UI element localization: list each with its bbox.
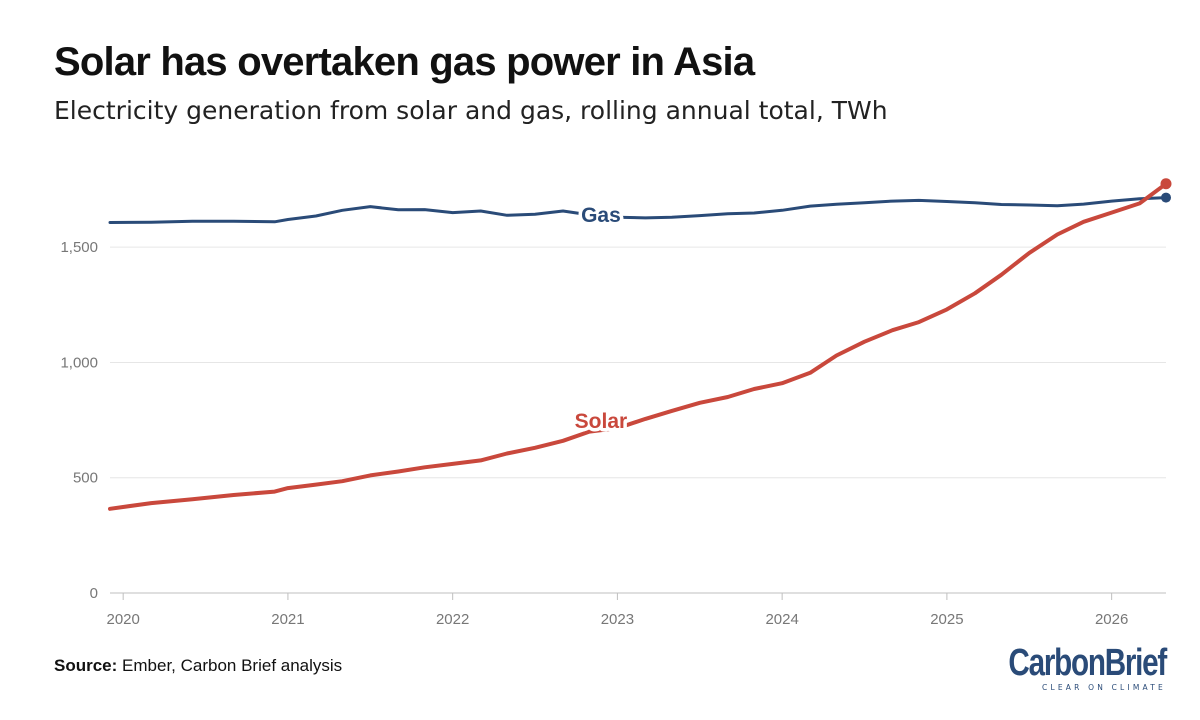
gas-end-point — [1161, 192, 1171, 203]
y-tick-label: 500 — [73, 470, 98, 487]
x-tick-label: 2022 — [436, 611, 469, 628]
logo-tagline: CLEAR ON CLIMATE — [1042, 683, 1166, 692]
y-axis-ticks: 0 500 1,000 1,500 — [60, 239, 98, 602]
x-tick-label: 2021 — [271, 611, 304, 628]
y-tick-label: 0 — [90, 585, 98, 602]
series-lines — [108, 178, 1172, 511]
x-tick-label: 2023 — [601, 611, 634, 628]
grid-lines — [110, 246, 1166, 594]
chart-title: Solar has overtaken gas power in Asia — [54, 40, 755, 84]
source-label: Source: — [54, 656, 118, 675]
solar-line — [108, 181, 1168, 511]
logo-wordmark: CarbonBrief — [1008, 642, 1167, 684]
y-tick-label: 1,000 — [60, 354, 98, 371]
solar-end-point — [1160, 178, 1172, 190]
x-tick-label: 2020 — [106, 611, 139, 628]
y-tick-label: 1,500 — [60, 239, 98, 256]
x-axis-ticks: 2020 2021 2022 2023 2024 2025 2026 — [106, 593, 1128, 628]
x-tick-label: 2026 — [1095, 611, 1128, 628]
x-tick-label: 2024 — [765, 611, 798, 628]
source-text: Ember, Carbon Brief analysis — [122, 656, 343, 675]
series-labels: Gas Solar — [571, 200, 631, 436]
gas-label: Gas — [581, 204, 621, 227]
gas-line — [108, 196, 1168, 224]
carbon-brief-logo: CarbonBrief CLEAR ON CLIMATE — [964, 642, 1167, 692]
x-tick-label: 2025 — [930, 611, 963, 628]
chart-subtitle: Electricity generation from solar and ga… — [54, 96, 888, 125]
source-note: Source: Ember, Carbon Brief analysis — [54, 656, 342, 676]
solar-label: Solar — [575, 410, 628, 433]
